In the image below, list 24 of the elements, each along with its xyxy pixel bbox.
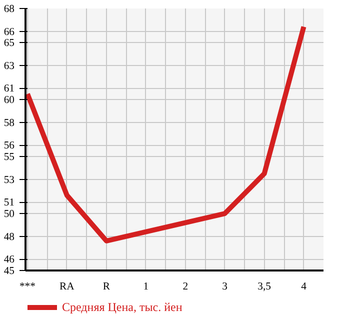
y-tick-label: 58 <box>4 118 14 129</box>
y-tick-label: 66 <box>4 26 16 38</box>
y-tick-label: 56 <box>4 140 16 152</box>
legend-label: Средняя Цена, тыс. йен <box>62 300 182 314</box>
x-tick-label: 3 <box>222 282 228 292</box>
y-tick-label: 51 <box>4 198 14 209</box>
y-tick-label: 61 <box>4 84 14 95</box>
y-tick-label: 65 <box>4 38 14 50</box>
y-tick-label: 46 <box>4 254 16 266</box>
x-tick-label: 1 <box>143 282 149 292</box>
y-tick-label: 55 <box>4 152 14 164</box>
y-tick-label: 53 <box>4 174 14 186</box>
y-tick-label: 45 <box>4 266 14 277</box>
x-tick-label: 2 <box>182 282 188 292</box>
x-tick-label: RA <box>60 282 75 292</box>
x-tick-label: 3,5 <box>258 282 271 292</box>
y-tick-label: 50 <box>4 209 14 220</box>
x-tick-label: 4 <box>301 282 308 292</box>
y-tick-label: 63 <box>4 60 14 72</box>
y-tick-label: 48 <box>4 232 14 243</box>
y-tick-label: 60 <box>4 95 14 106</box>
x-tick-label: R <box>102 282 111 292</box>
y-tick-label: 68 <box>4 4 14 15</box>
x-tick-label: *** <box>19 282 36 292</box>
